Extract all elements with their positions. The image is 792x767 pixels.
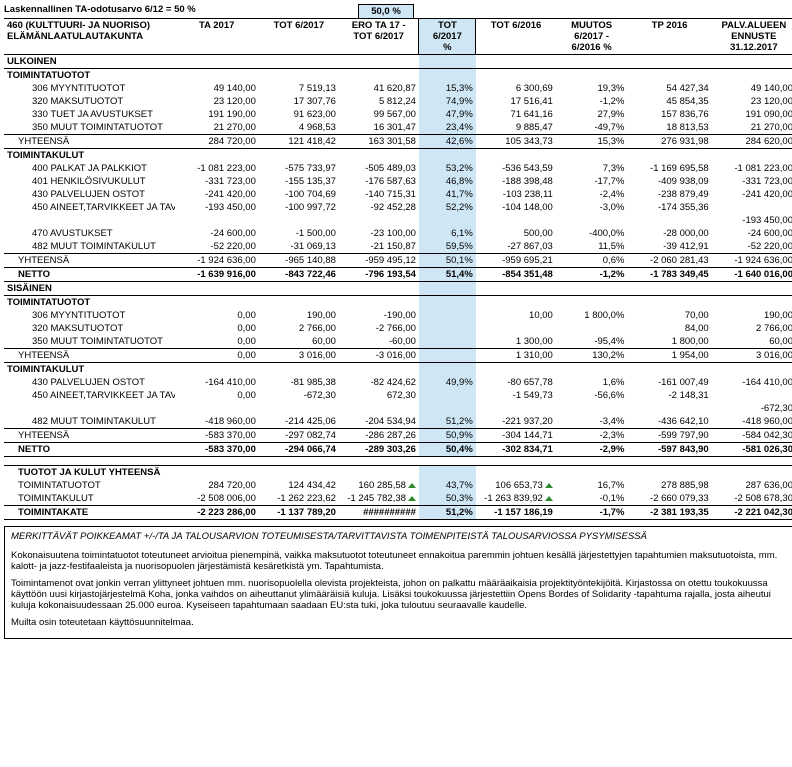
section-ulkoinen: ULKOINEN <box>4 55 792 69</box>
footnote-p1: Kokonaisuutena toimintatuotot toteutunee… <box>11 550 789 572</box>
hdr-pct: TOT6/2017% <box>419 19 476 55</box>
section-sis-tuotot: TOIMINTATUOTOT <box>4 296 792 310</box>
sum-row: YHTEENSÄ -583 370,00 -297 082,74 -286 28… <box>4 429 792 443</box>
hdr-tp2016: TP 2016 <box>627 19 711 55</box>
table-row: 330 TUET JA AVUSTUKSET 191 190,00 91 623… <box>4 108 792 121</box>
table-row: 450 AINEET,TARVIKKEET JA TAVARAT -193 45… <box>4 201 792 214</box>
top-label: Laskennallinen TA-odotusarvo 6/12 = 50 % <box>4 4 358 15</box>
netto-row: NETTO -583 370,00 -294 066,74 -289 303,2… <box>4 443 792 457</box>
hdr-left1: 460 (KULTTUURI- JA NUORISO) <box>7 20 150 31</box>
table-row: 430 PALVELUJEN OSTOT -241 420,00 -100 70… <box>4 188 792 201</box>
table-row: TOIMINTAKULUT -2 508 006,00 -1 262 223,6… <box>4 492 792 506</box>
hdr-muutos: MUUTOS6/2017 -6/2016 % <box>556 19 628 55</box>
up-triangle-icon <box>408 483 416 488</box>
section-tky: TUOTOT JA KULUT YHTEENSÄ <box>4 466 792 480</box>
up-triangle-icon <box>408 496 416 501</box>
top-strip: Laskennallinen TA-odotusarvo 6/12 = 50 %… <box>4 4 792 18</box>
table-row: 482 MUUT TOIMINTAKULUT -52 220,00 -31 06… <box>4 240 792 254</box>
table-row: 430 PALVELUJEN OSTOT -164 410,00 -81 985… <box>4 376 792 389</box>
hdr-left2: ELÄMÄNLAATULAUTAKUNTA <box>7 31 143 42</box>
table-row: -193 450,00 <box>4 214 792 227</box>
table-row: 306 MYYNTITUOTOT 49 140,00 7 519,13 41 6… <box>4 82 792 95</box>
section-sis-kulut: TOIMINTAKULUT <box>4 363 792 377</box>
top-badge: 50,0 % <box>358 4 414 18</box>
footnote-box: MERKITTÄVÄT POIKKEAMAT +/-/TA JA TALOUSA… <box>4 526 792 639</box>
table-row: -672,30 <box>4 402 792 415</box>
up-triangle-icon <box>545 496 553 501</box>
sum-row: YHTEENSÄ -1 924 636,00 -965 140,88 -959 … <box>4 254 792 268</box>
table-row: 320 MAKSUTUOTOT 23 120,00 17 307,76 5 81… <box>4 95 792 108</box>
table-row: 350 MUUT TOIMINTATUOTOT 21 270,00 4 968,… <box>4 121 792 135</box>
section-ulk-tuotot: TOIMINTATUOTOT <box>4 69 792 83</box>
header-row: 460 (KULTTUURI- JA NUORISO) ELÄMÄNLAATUL… <box>4 19 792 55</box>
table-row: 306 MYYNTITUOTOT 0,00 190,00 -190,00 10,… <box>4 309 792 322</box>
up-triangle-icon <box>545 483 553 488</box>
table-row: 350 MUUT TOIMINTATUOTOT 0,00 60,00 -60,0… <box>4 335 792 349</box>
hdr-ennuste: PALV.ALUEENENNUSTE31.12.2017 <box>712 19 792 55</box>
hdr-tot62016: TOT 6/2016 <box>476 19 556 55</box>
budget-table: 460 (KULTTUURI- JA NUORISO) ELÄMÄNLAATUL… <box>4 18 792 520</box>
table-row: TOIMINTATUOTOT 284 720,00 124 434,42 160… <box>4 479 792 492</box>
footnote-p3: Muilta osin toteutetaan käyttösuunnitelm… <box>11 617 789 628</box>
section-ulk-kulut: TOIMINTAKULUT <box>4 149 792 163</box>
hdr-tot62017: TOT 6/2017 <box>259 19 339 55</box>
table-row: 401 HENKILÖSIVUKULUT -331 723,00 -155 13… <box>4 175 792 188</box>
hdr-ta2017: TA 2017 <box>175 19 259 55</box>
toimintakate-row: TOIMINTAKATE -2 223 286,00 -1 137 789,20… <box>4 506 792 520</box>
section-sisainen: SISÄINEN <box>4 282 792 296</box>
table-row: 320 MAKSUTUOTOT 0,00 2 766,00 -2 766,00 … <box>4 322 792 335</box>
footnote-p2: Toimintamenot ovat jonkin verran ylittyn… <box>11 578 789 611</box>
table-row: 400 PALKAT JA PALKKIOT -1 081 223,00 -57… <box>4 162 792 175</box>
table-row: 450 AINEET,TARVIKKEET JA TAVARAT 0,00 -6… <box>4 389 792 402</box>
footnote-title: MERKITTÄVÄT POIKKEAMAT +/-/TA JA TALOUSA… <box>11 531 789 542</box>
table-row: 470 AVUSTUKSET -24 600,00 -1 500,00 -23 … <box>4 227 792 240</box>
sum-row: YHTEENSÄ 0,00 3 016,00 -3 016,00 1 310,0… <box>4 349 792 363</box>
sum-row: YHTEENSÄ 284 720,00 121 418,42 163 301,5… <box>4 135 792 149</box>
netto-row: NETTO -1 639 916,00 -843 722,46 -796 193… <box>4 268 792 282</box>
table-row: 482 MUUT TOIMINTAKULUT -418 960,00 -214 … <box>4 415 792 429</box>
hdr-ero: ERO TA 17 -TOT 6/2017 <box>339 19 419 55</box>
